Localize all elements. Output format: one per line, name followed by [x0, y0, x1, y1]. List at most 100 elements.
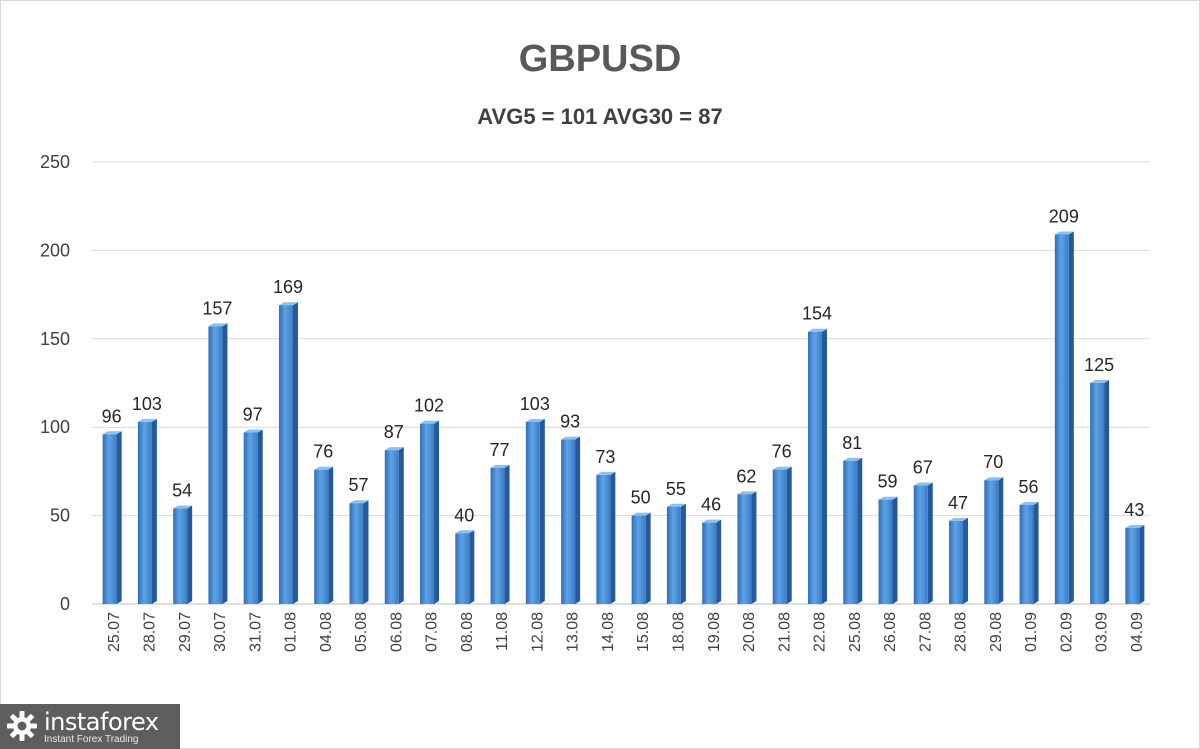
bar-top — [349, 500, 369, 504]
y-tick-label: 200 — [40, 240, 70, 260]
bar-front — [1090, 383, 1105, 604]
bar — [243, 429, 263, 604]
x-tick-label: 07.08 — [424, 612, 441, 652]
bar — [1090, 380, 1110, 604]
bar-top — [666, 503, 686, 507]
bar-front — [173, 508, 188, 604]
bar-front — [420, 423, 435, 604]
data-label: 47 — [948, 493, 968, 513]
bar-top — [596, 471, 616, 475]
bar — [631, 512, 651, 604]
bar-front — [631, 515, 646, 604]
x-tick-label: 30.07 — [212, 612, 229, 652]
data-label: 125 — [1084, 355, 1114, 375]
data-label: 59 — [877, 472, 897, 492]
data-label: 70 — [983, 452, 1003, 472]
x-axis-ticks: 25.07 28.07 29.07 30.07 31.07 01.08 04.08 05.08… — [106, 612, 1146, 652]
data-label: 43 — [1124, 500, 1144, 520]
bar-front — [1125, 527, 1140, 604]
data-label: 96 — [102, 406, 122, 426]
x-tick-label: 01.08 — [283, 612, 300, 652]
bar-front — [102, 434, 117, 604]
bar-top — [913, 482, 933, 486]
logo-tagline: Instant Forex Trading — [44, 734, 139, 745]
bar-top — [137, 418, 157, 422]
data-label: 62 — [736, 466, 756, 486]
bar-top — [561, 436, 581, 440]
bar — [913, 482, 933, 604]
x-tick-label: 04.08 — [318, 612, 335, 652]
bar — [102, 431, 122, 604]
bar-front — [772, 469, 787, 604]
x-tick-label: 08.08 — [459, 612, 476, 652]
bar — [349, 500, 369, 604]
bar-front — [666, 506, 681, 604]
bar-front — [490, 467, 505, 604]
data-label: 209 — [1049, 206, 1079, 226]
bar-top — [102, 431, 122, 435]
data-label: 103 — [520, 394, 550, 414]
bar — [490, 464, 510, 604]
bar-top — [1090, 380, 1110, 383]
bar-front — [137, 421, 152, 604]
bar — [1054, 231, 1074, 604]
x-tick-label: 29.08 — [988, 612, 1005, 652]
bar — [702, 519, 722, 604]
bar-side — [963, 517, 969, 604]
bar-side — [539, 418, 545, 604]
bar — [596, 471, 616, 604]
data-label: 81 — [842, 433, 862, 453]
x-tick-label: 22.08 — [812, 612, 829, 652]
x-tick-label: 15.08 — [635, 612, 652, 652]
bar-front — [984, 480, 999, 604]
y-tick-label: 150 — [40, 329, 70, 349]
bar-top — [878, 496, 898, 500]
bar-front — [208, 326, 223, 604]
bar-front — [1054, 234, 1069, 604]
bar-top — [420, 420, 440, 424]
bar-top — [490, 464, 510, 468]
x-tick-label: 25.07 — [106, 612, 123, 652]
bar-side — [1033, 501, 1039, 604]
bar-top — [314, 466, 334, 470]
data-label: 76 — [313, 442, 333, 462]
data-label: 87 — [384, 422, 404, 442]
data-label: 50 — [631, 488, 651, 508]
bar-side — [398, 447, 404, 604]
data-label: 54 — [172, 481, 192, 501]
bar-side — [927, 482, 933, 604]
data-label: 57 — [348, 475, 368, 495]
bar-front — [949, 520, 964, 604]
bar — [807, 328, 827, 604]
instaforex-logo: instaforex Instant Forex Trading — [0, 704, 180, 749]
x-tick-label: 11.08 — [494, 612, 511, 651]
bar-top — [1019, 501, 1039, 505]
bar-side — [257, 429, 263, 604]
bar-top — [702, 519, 722, 523]
x-tick-label: 13.08 — [565, 612, 582, 652]
data-label: 102 — [414, 396, 444, 416]
bar — [525, 418, 545, 604]
bar-front — [596, 474, 611, 604]
bar-top — [384, 447, 404, 451]
bar-top — [807, 328, 827, 332]
bar-side — [1068, 231, 1074, 604]
bar-side — [680, 503, 686, 604]
bar-top — [772, 466, 792, 470]
data-label: 40 — [454, 505, 474, 525]
data-label: 154 — [802, 304, 832, 324]
data-label: 73 — [595, 447, 615, 467]
x-tick-label: 21.08 — [776, 612, 793, 652]
x-tick-label: 29.07 — [177, 612, 194, 652]
bar — [1019, 501, 1039, 604]
bar-top — [737, 491, 757, 495]
chart-subtitle: AVG5 = 101 AVG30 = 87 — [477, 104, 723, 129]
data-label: 169 — [273, 277, 303, 297]
bar-top — [278, 302, 298, 306]
y-tick-label: 100 — [40, 417, 70, 437]
bar-top — [984, 477, 1004, 481]
x-tick-label: 28.08 — [953, 612, 970, 652]
bar-top — [243, 429, 263, 433]
